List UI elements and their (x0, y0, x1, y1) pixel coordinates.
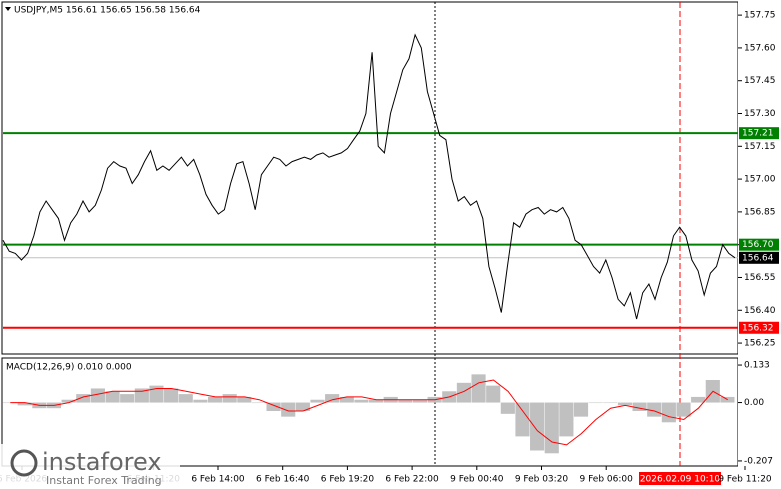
histogram-bar (603, 402, 618, 404)
histogram-bar (398, 399, 413, 403)
histogram-bar (237, 396, 252, 403)
last-price-label: 156.64 (742, 253, 774, 263)
histogram-bar (310, 399, 325, 403)
last-price-box (739, 251, 779, 264)
histogram-bar (134, 388, 149, 403)
y-tick-label: 157.30 (744, 109, 776, 119)
watermark: instaforex Instant Forex Trading (0, 444, 180, 489)
histogram-bar (76, 394, 91, 403)
y-tick-label: 157.15 (744, 142, 776, 152)
histogram-bar (281, 402, 296, 417)
histogram-bar (647, 402, 662, 417)
signal-line (10, 379, 728, 446)
current-time-label: 2026.02.09 10:10 (640, 475, 721, 485)
y-tick-label: -0.207 (744, 456, 773, 466)
price-line (2, 33, 736, 320)
histogram-bar (369, 399, 384, 403)
histogram-bar (486, 385, 501, 403)
histogram-bar (559, 402, 574, 437)
histogram-bar (61, 399, 76, 403)
histogram-bar (325, 394, 340, 403)
histogram-bar (149, 385, 164, 403)
histogram-bar (339, 396, 354, 403)
level-box (739, 238, 779, 251)
histogram-bar (120, 394, 135, 403)
histogram-bar (617, 402, 633, 406)
histogram-bar (544, 402, 559, 454)
y-tick-label: 157.75 (744, 11, 776, 21)
level-box (739, 321, 779, 334)
x-tick-label: 6 Feb 16:40 (256, 475, 310, 485)
price-axis: 157.75 157.60 157.45 157.30 157.15 157.00 156.… (738, 11, 779, 466)
tagline: Instant Forex Trading (46, 474, 162, 487)
indicator-title: MACD(12,26,9) 0.010 0.000 (6, 363, 132, 373)
histogram-bar (500, 402, 515, 414)
histogram-bar (90, 388, 105, 403)
histogram-bar (207, 396, 223, 403)
histogram-bar (588, 402, 603, 404)
histogram-bar (251, 402, 267, 404)
histogram-bar (632, 402, 647, 412)
title-marker (5, 7, 11, 11)
level-label: 156.32 (742, 323, 774, 333)
y-tick-label: 156.85 (744, 207, 776, 217)
histogram-bar (661, 402, 676, 423)
x-tick-label: 6 Feb 14:00 (191, 475, 245, 485)
histogram-bar (530, 402, 545, 451)
price-panel: USDJPY,M5 156.61 156.65 156.58 156.64 (2, 6, 738, 329)
level-box (739, 127, 779, 140)
histogram-bar (266, 402, 281, 412)
y-tick-label: 0.133 (744, 361, 770, 371)
histogram-bar (676, 402, 691, 417)
y-tick-label: 156.55 (744, 273, 776, 283)
logo-icon (10, 449, 38, 477)
histogram-bar (178, 394, 193, 403)
histogram-bar (295, 402, 310, 412)
histogram-bar (573, 402, 589, 417)
y-tick-label: 156.25 (744, 339, 776, 349)
y-tick-label: 156.40 (744, 306, 776, 316)
histogram-bar (456, 382, 471, 403)
histogram-bar (3, 402, 18, 404)
x-tick-label: 6 Feb 22:00 (385, 475, 439, 485)
histogram-bar (222, 394, 237, 403)
chart-title: USDJPY,M5 156.61 156.65 156.58 156.64 (14, 6, 201, 16)
histogram-bar (691, 396, 706, 403)
histogram-bar (164, 388, 179, 403)
x-tick-label: 9 Feb 11:20 (718, 475, 772, 485)
y-tick-label: 157.60 (744, 43, 776, 53)
x-tick-label: 6 Feb 19:20 (321, 475, 375, 485)
histogram-bar (17, 402, 32, 406)
histogram-bar (412, 399, 428, 403)
level-label: 156.70 (742, 240, 774, 250)
y-tick-label: 157.45 (744, 76, 776, 86)
level-label: 157.21 (742, 129, 774, 139)
brand: instaforex (42, 448, 162, 476)
x-tick-label: 9 Feb 03:20 (515, 475, 569, 485)
x-tick-label: 9 Feb 06:00 (580, 475, 634, 485)
histogram-bar (471, 374, 486, 403)
histogram-bar (193, 399, 208, 403)
histogram-bar (105, 391, 120, 403)
macd-panel: MACD(12,26,9) 0.010 0.000 (3, 363, 735, 454)
histogram-bar (515, 402, 530, 437)
histogram-bar (354, 399, 369, 403)
y-tick-label: 157.00 (744, 175, 776, 185)
x-tick-label: 9 Feb 00:40 (450, 475, 504, 485)
current-time-box (639, 472, 721, 485)
y-tick-label: 0.00 (744, 398, 764, 408)
